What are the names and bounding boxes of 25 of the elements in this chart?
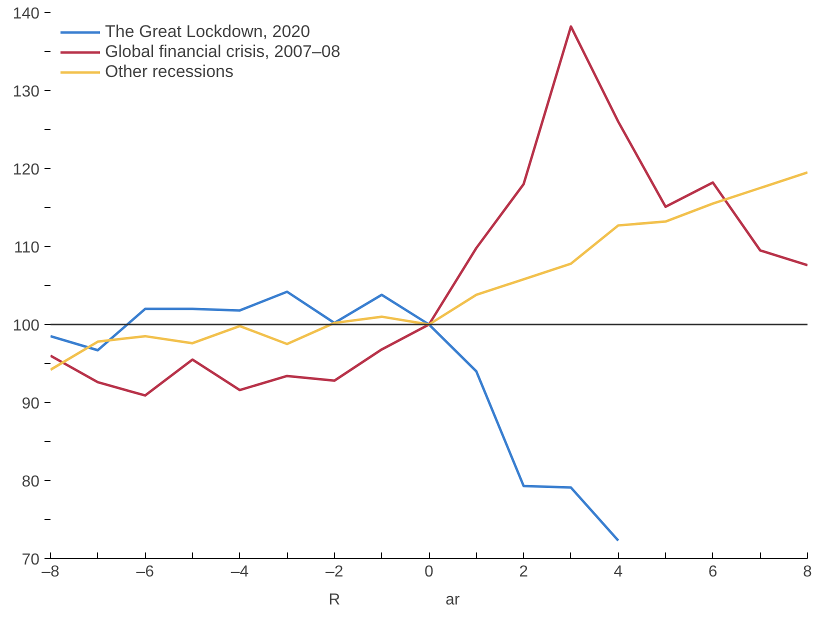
y-tick-label: 110 bbox=[14, 240, 40, 256]
text: ar bbox=[446, 592, 460, 608]
x-tick-label: 8 bbox=[803, 564, 812, 580]
x-tick-label: –6 bbox=[136, 564, 154, 580]
y-tick-label: 80 bbox=[22, 474, 40, 490]
y-tick-label: 120 bbox=[12, 162, 40, 178]
y-tick-label: 100 bbox=[12, 318, 40, 334]
text: R bbox=[328, 592, 340, 608]
y-tick-label: 90 bbox=[22, 396, 40, 412]
line-series bbox=[50, 171, 808, 371]
legend-label: Other recessions bbox=[105, 62, 234, 82]
y-tick-label: 130 bbox=[12, 84, 40, 100]
legend-label: The Great Lockdown, 2020 bbox=[105, 22, 310, 42]
x-tick-label: 6 bbox=[708, 564, 718, 580]
y-tick-label: 140 bbox=[12, 6, 40, 22]
x-tick-label: 2 bbox=[519, 564, 528, 580]
x-tick-label: 0 bbox=[424, 564, 434, 580]
y-tick-label: 70 bbox=[22, 552, 40, 568]
x-tick-label: 4 bbox=[614, 564, 623, 580]
x-tick-label: –4 bbox=[230, 564, 249, 580]
x-tick-label: –2 bbox=[325, 564, 344, 580]
legend-label: Global financial crisis, 2007–08 bbox=[105, 42, 340, 62]
line-series bbox=[50, 25, 808, 397]
x-tick-label: –8 bbox=[42, 564, 60, 580]
line-series bbox=[50, 290, 620, 542]
